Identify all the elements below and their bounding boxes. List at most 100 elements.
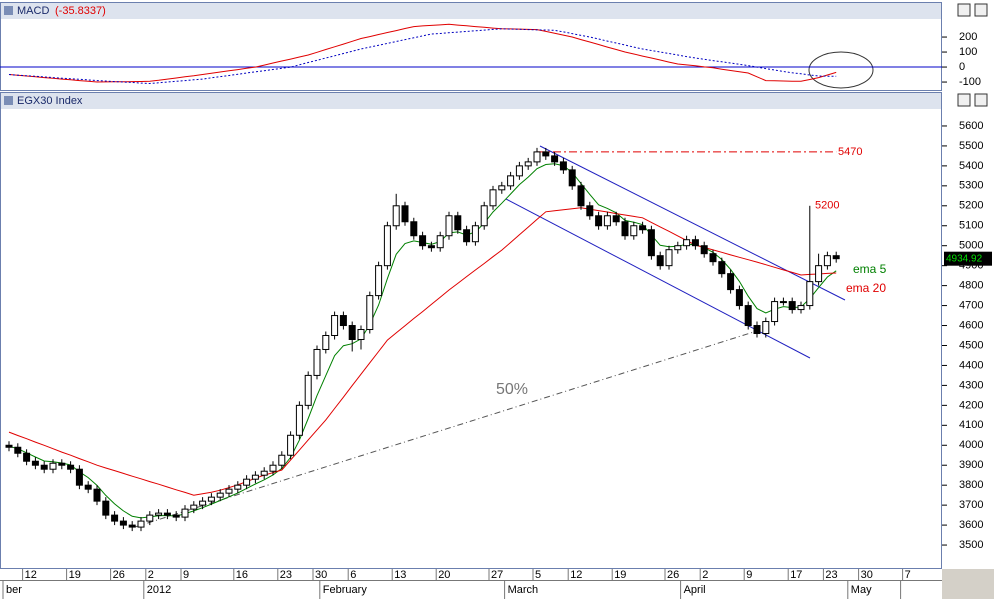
y-tick-label: 5200 — [959, 200, 983, 212]
candle-body — [84, 484, 92, 490]
x-tick-label: 17 — [790, 569, 802, 581]
candle-body — [225, 488, 233, 494]
candle-body — [471, 225, 479, 243]
close-button[interactable] — [974, 93, 988, 107]
candle-body — [603, 215, 611, 227]
candle-body — [515, 165, 523, 177]
candle-body — [67, 464, 75, 470]
y-tick-label: 200 — [959, 31, 977, 43]
candle-body — [454, 215, 462, 231]
y-tick-label: 3700 — [959, 499, 983, 511]
x-tick-label: 12 — [570, 569, 582, 581]
candle-body — [190, 504, 198, 510]
candle-body — [366, 295, 374, 331]
candle-body — [656, 255, 664, 267]
candle-body — [269, 464, 277, 472]
candle-body — [823, 255, 831, 267]
y-tick-label: 4100 — [959, 419, 983, 431]
candle-body — [58, 462, 66, 466]
y-tick-label: 0 — [959, 61, 965, 73]
candle-body — [251, 474, 259, 480]
candle-body — [243, 478, 251, 486]
macd-line — [8, 23, 837, 83]
candle-body — [410, 221, 418, 237]
candle-body — [771, 301, 779, 323]
y-tick-label: 4400 — [959, 359, 983, 371]
x-tick-label: 19 — [69, 569, 81, 581]
x-tick-label: 2 — [702, 569, 708, 581]
candle-body — [709, 253, 717, 263]
x-tick-label: 2 — [148, 569, 154, 581]
candle-body — [815, 265, 823, 283]
month-label: May — [851, 584, 872, 596]
candle-body — [75, 468, 83, 486]
candle-body — [357, 329, 365, 340]
y-tick-label: 4000 — [959, 439, 983, 451]
candle-body — [489, 189, 497, 207]
candle-body — [832, 255, 840, 260]
macd-frame — [0, 2, 942, 91]
x-tick-label: 26 — [667, 569, 679, 581]
candle-body — [419, 235, 427, 247]
candle-body — [665, 249, 673, 267]
candle-body — [287, 434, 295, 456]
candle-body — [278, 454, 286, 466]
candle-body — [621, 221, 629, 237]
x-tick-label: 27 — [491, 569, 503, 581]
candle-body — [779, 301, 787, 304]
month-label: April — [684, 584, 706, 596]
y-tick-label: 5000 — [959, 240, 983, 252]
candle-body — [383, 225, 391, 267]
y-tick-label: 5100 — [959, 220, 983, 232]
candle-body — [753, 325, 761, 335]
candle-body — [137, 520, 145, 528]
candle-body — [577, 185, 585, 207]
corner-box — [942, 569, 994, 599]
candle-body — [542, 151, 550, 157]
month-label: 2012 — [147, 584, 171, 596]
x-tick-label: 5 — [535, 569, 541, 581]
candle-body — [146, 514, 154, 522]
restore-button[interactable] — [957, 3, 971, 17]
candle-body — [674, 245, 682, 251]
y-tick-label: 3900 — [959, 459, 983, 471]
candle-body — [735, 289, 743, 307]
x-tick-label: 7 — [905, 569, 911, 581]
price-title: EGX30 Index — [17, 95, 83, 107]
close-button[interactable] — [974, 3, 988, 17]
candle-body — [322, 335, 330, 350]
candle-body — [559, 161, 567, 171]
candle-body — [683, 239, 691, 247]
candle-body — [507, 175, 515, 187]
legend-label: ema 5 — [853, 262, 887, 276]
candle-body — [401, 205, 409, 223]
spike-label: 5200 — [815, 200, 839, 212]
candle-body — [691, 239, 699, 247]
candle-body — [181, 508, 189, 518]
candle-body — [199, 500, 207, 506]
x-tick-label: 9 — [183, 569, 189, 581]
candle-body — [339, 315, 347, 327]
candle-body — [436, 235, 444, 249]
candle-body — [128, 524, 136, 528]
candle-body — [551, 155, 559, 163]
y-tick-label: 5400 — [959, 160, 983, 172]
candle-body — [31, 460, 39, 466]
candle-body — [331, 315, 339, 337]
x-tick-label: 6 — [350, 569, 356, 581]
restore-button[interactable] — [957, 93, 971, 107]
candle-body — [295, 404, 303, 436]
macd-title-value: (-35.8337) — [55, 5, 106, 17]
legend-label: ema 20 — [846, 281, 886, 295]
candle-body — [163, 512, 171, 516]
candle-body — [216, 492, 224, 498]
month-label: March — [508, 584, 539, 596]
y-tick-label: 4300 — [959, 379, 983, 391]
candle-body — [375, 265, 383, 297]
x-tick-label: 13 — [394, 569, 406, 581]
candle-body — [155, 512, 163, 516]
x-tick-label: 30 — [315, 569, 327, 581]
last-price-box — [944, 251, 992, 266]
